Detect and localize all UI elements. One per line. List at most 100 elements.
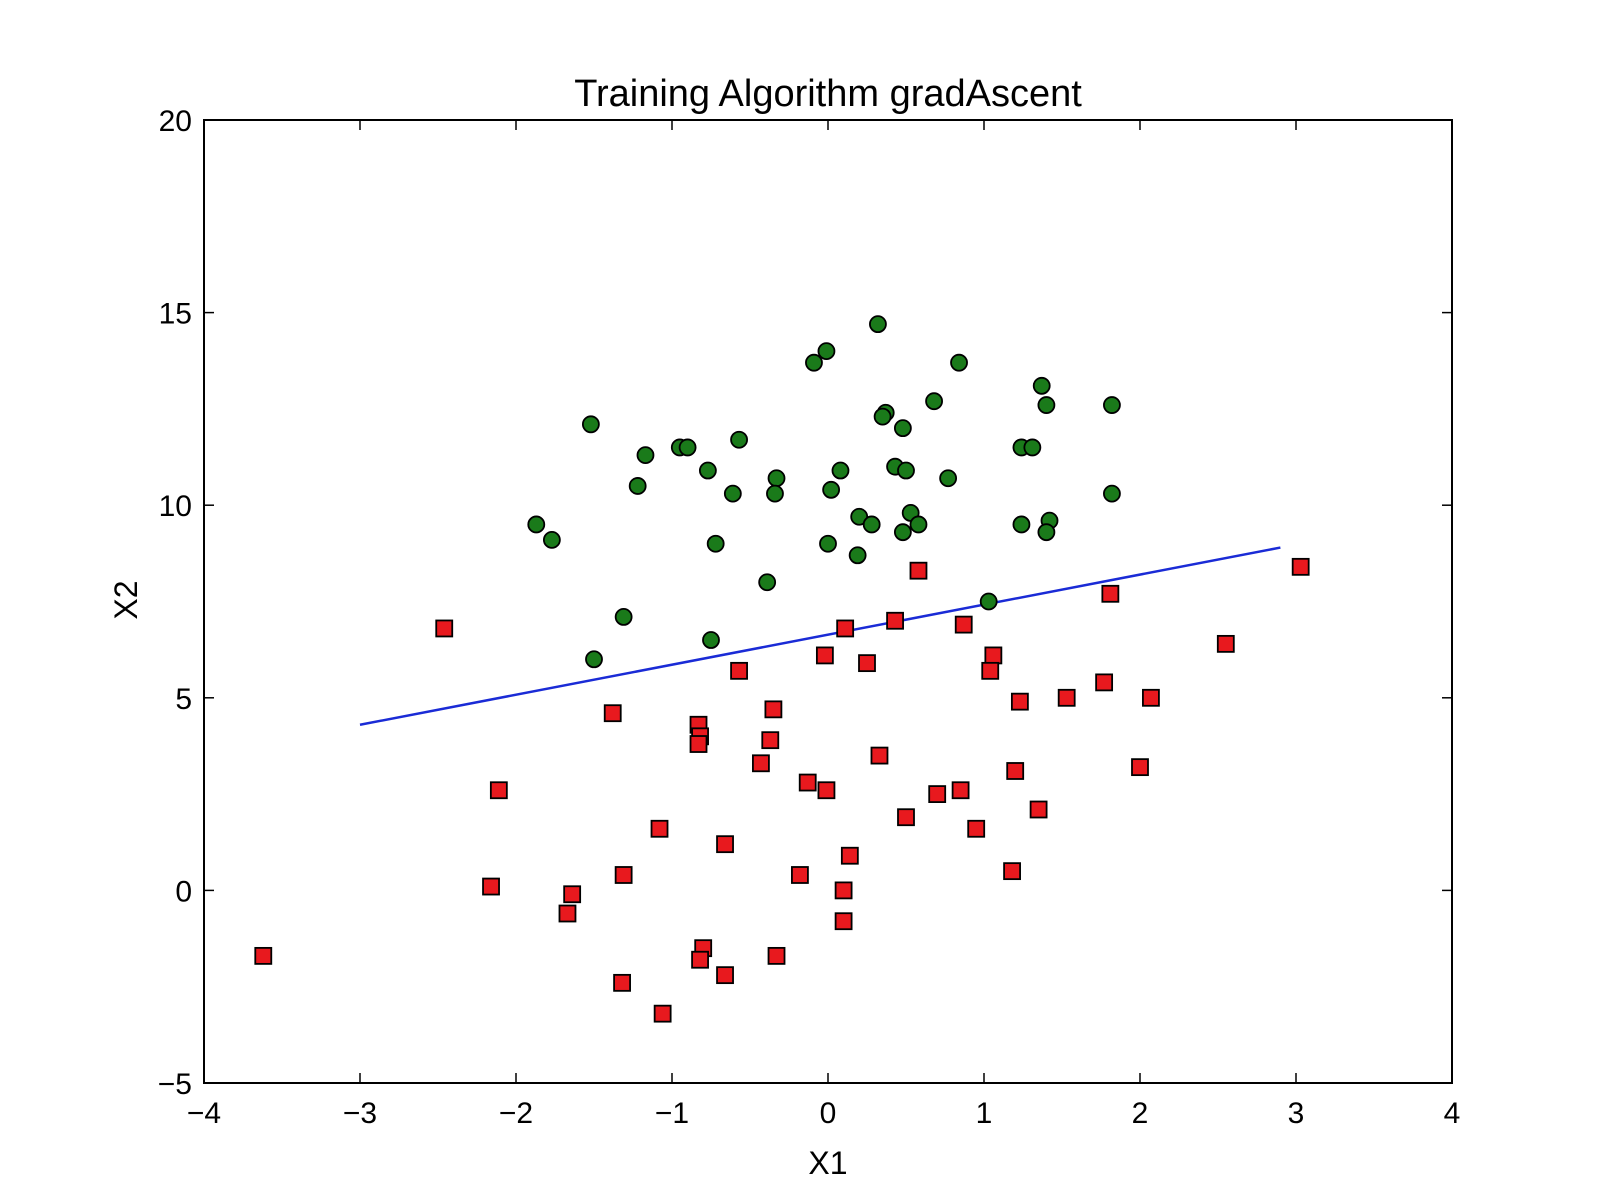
data-point-square — [836, 619, 855, 638]
data-point-circle — [698, 461, 717, 480]
data-point-square — [730, 661, 748, 680]
data-point-square — [489, 781, 508, 800]
data-point-circle — [1023, 438, 1042, 457]
data-point-square — [954, 615, 973, 634]
data-point-circle — [730, 430, 748, 449]
data-point-square — [1029, 800, 1048, 819]
data-point-circle — [527, 515, 546, 534]
data-point-square — [1101, 584, 1120, 603]
data-point-circle — [766, 484, 784, 503]
data-point-square — [558, 904, 577, 923]
data-point-circle — [822, 480, 841, 499]
data-point-square — [981, 661, 1000, 680]
x-tick-label: −4 — [187, 1097, 221, 1130]
y-tick-labels: −5 0 5 10 15 20 — [158, 105, 192, 1101]
data-point-square — [1057, 688, 1076, 707]
data-point-square — [840, 846, 859, 865]
data-point-circle — [979, 592, 998, 611]
data-point-circle — [897, 461, 915, 480]
data-point-square — [1095, 673, 1114, 692]
data-point-square — [761, 731, 780, 750]
data-point-circle — [1012, 515, 1031, 534]
data-point-square — [1291, 557, 1310, 576]
data-point-square — [650, 819, 669, 838]
data-point-square — [858, 654, 876, 673]
data-point-square — [886, 611, 904, 630]
data-point-circle — [817, 342, 836, 361]
x-tick-label: −1 — [655, 1097, 689, 1130]
y-tick-label: 20 — [159, 105, 192, 138]
x-tick-label: 0 — [820, 1097, 837, 1130]
data-point-circle — [819, 534, 837, 553]
data-point-square — [613, 973, 631, 992]
y-tick-label: 0 — [175, 875, 192, 908]
chart-title: Training Algorithm gradAscent — [574, 73, 1082, 115]
data-point-square — [716, 835, 734, 854]
y-tick-label: 5 — [175, 683, 192, 716]
data-point-square — [689, 735, 708, 753]
data-point-circle — [1037, 396, 1056, 414]
data-point-circle — [614, 608, 633, 626]
y-tick-label: 10 — [159, 490, 192, 523]
plot-area-frame — [203, 119, 1453, 1084]
data-point-square — [967, 819, 986, 838]
data-point-square — [1142, 688, 1160, 707]
data-point-square — [767, 946, 786, 965]
x-tick-label: −2 — [499, 1097, 533, 1130]
data-point-circle — [925, 392, 943, 411]
data-point-circle — [850, 507, 869, 526]
data-point-circle — [758, 573, 777, 592]
data-point-circle — [1037, 523, 1056, 542]
data-point-square — [870, 746, 889, 765]
data-point-square — [815, 646, 834, 665]
data-point-square — [254, 946, 273, 965]
data-point-square — [951, 781, 970, 800]
data-point-circle — [702, 631, 720, 649]
data-point-circle — [848, 546, 867, 565]
data-point-square — [791, 866, 809, 884]
data-point-circle — [805, 353, 823, 372]
data-point-square — [984, 646, 1003, 665]
data-point-square — [798, 773, 817, 792]
x-tick-label: 1 — [976, 1097, 993, 1130]
data-point-square — [716, 966, 734, 985]
data-point-square — [1003, 862, 1021, 881]
data-point-circle — [893, 523, 912, 542]
data-point-circle — [873, 407, 892, 426]
x-tick-label: 2 — [1132, 1097, 1149, 1130]
data-point-square — [834, 912, 853, 931]
data-point-square — [435, 619, 454, 638]
y-axis-label: X2 — [108, 580, 144, 619]
data-point-circle — [542, 530, 561, 549]
data-point-circle — [950, 353, 968, 372]
data-point-square — [909, 561, 928, 580]
data-point-square — [928, 785, 947, 803]
data-point-circle — [628, 477, 647, 495]
data-point-square — [897, 808, 915, 827]
decision-boundary-line — [359, 546, 1281, 726]
data-point-circle — [831, 461, 850, 480]
data-point-circle — [581, 415, 600, 434]
data-point-square — [653, 1004, 672, 1023]
data-point-square — [603, 704, 622, 723]
data-points-layer — [254, 315, 1310, 1023]
x-tick-labels: −4 −3 −2 −1 0 1 2 3 4 — [187, 1097, 1460, 1130]
data-point-circle — [1103, 484, 1121, 503]
data-point-square — [1131, 758, 1149, 777]
data-point-square — [834, 881, 853, 900]
data-point-circle — [862, 515, 881, 534]
data-point-circle — [585, 650, 603, 669]
data-point-circle — [678, 438, 697, 457]
data-point-circle — [909, 515, 928, 534]
data-point-square — [1006, 762, 1025, 780]
y-tick-label: −5 — [158, 1068, 192, 1101]
data-point-circle — [869, 315, 887, 334]
data-point-circle — [1103, 396, 1121, 414]
x-tick-label: −3 — [343, 1097, 377, 1130]
data-point-circle — [636, 446, 655, 465]
x-axis-label: X1 — [808, 1145, 847, 1181]
data-point-square — [691, 950, 709, 969]
data-point-circle — [893, 419, 912, 438]
data-point-circle — [939, 469, 958, 488]
